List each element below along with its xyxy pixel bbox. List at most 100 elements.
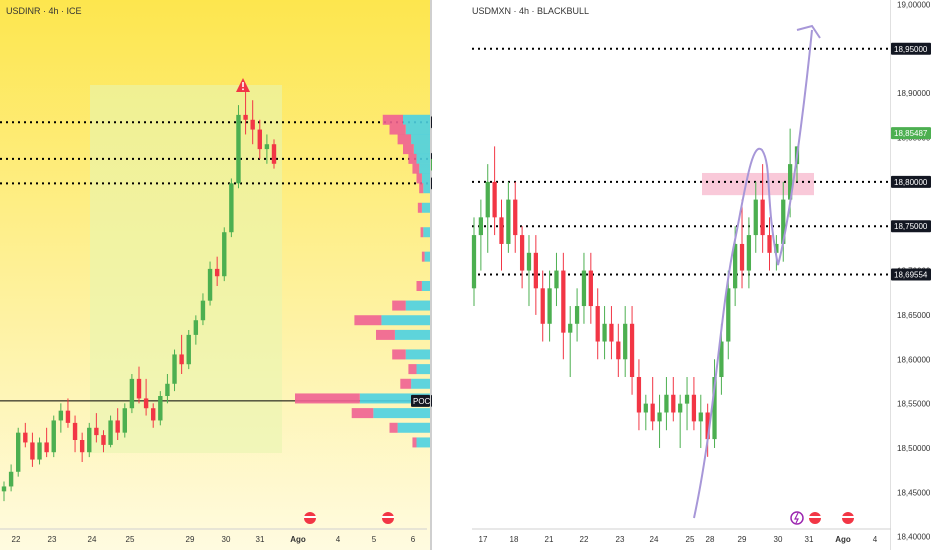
time-tick-label: 23: [616, 535, 625, 544]
candle-body: [65, 410, 71, 423]
usdinr-candles: [1, 85, 277, 502]
time-tick-label: 31: [805, 535, 814, 544]
usdmxn-axis-border: [890, 0, 891, 550]
time-tick-label: 18: [510, 535, 519, 544]
volume-profile-bar-down: [421, 251, 425, 262]
candle-body: [485, 181, 490, 218]
price-tick-label: 18,90000: [897, 89, 931, 98]
candle-body: [236, 114, 241, 184]
volume-profile-bar-down: [295, 393, 360, 404]
volume-profile-bar-down: [354, 315, 382, 326]
volume-profile-bar-down: [416, 173, 422, 184]
price-label-box: [891, 127, 931, 140]
candle-body: [774, 243, 779, 253]
candle-body: [760, 199, 765, 236]
candle-body: [643, 403, 648, 413]
candle-body: [629, 323, 635, 378]
volume-profile-bar-down: [389, 124, 406, 135]
us-flag-icon: [809, 512, 854, 524]
volume-profile-bar-down: [412, 437, 417, 448]
usdmxn-chart[interactable]: USDMXN · 4h · BLACKBULL 18,40000 18,45000…: [432, 0, 932, 550]
candle-body: [151, 408, 156, 421]
candle-body: [186, 334, 191, 365]
time-tick-label: 5: [372, 535, 377, 544]
candle-body: [179, 354, 184, 365]
price-label-text: 18,75000: [894, 222, 928, 231]
candle-body: [51, 420, 56, 453]
candle-body: [519, 235, 525, 271]
candle-body: [222, 232, 227, 277]
volume-profile-bar-up: [394, 329, 430, 340]
candle-body: [158, 396, 163, 421]
candle-body: [30, 442, 35, 460]
candle-body: [129, 378, 135, 409]
volume-profile-bar-up: [421, 281, 430, 291]
candle-body: [671, 394, 676, 413]
us-flag-icon: [304, 512, 394, 524]
candle-body: [616, 341, 621, 360]
candle-body: [499, 217, 504, 244]
price-tick-label: 18,40000: [897, 533, 931, 542]
time-tick-label: 4: [873, 535, 878, 544]
volume-profile-bar-up: [416, 364, 430, 375]
price-tick-label: 18,45000: [897, 488, 931, 497]
volume-profile-bar-down: [389, 422, 398, 433]
volume-profile-bar-down: [397, 134, 412, 145]
candle-body: [588, 270, 593, 307]
candle-body: [87, 427, 92, 453]
candle-body: [72, 422, 78, 440]
candle-body: [271, 144, 277, 164]
usdmxn-candles: [471, 128, 800, 457]
time-tick-label: 30: [222, 535, 231, 544]
time-tick-label: 29: [738, 535, 747, 544]
arrow-head-icon: [796, 24, 821, 39]
time-tick-label: 25: [126, 535, 135, 544]
candle-body: [712, 377, 717, 440]
candle-body: [698, 412, 703, 422]
price-label-box: [891, 268, 931, 281]
time-tick-label: 31: [256, 535, 265, 544]
volume-profile-bar-up: [423, 183, 430, 194]
volume-profile-bar-up: [405, 349, 430, 360]
candle-body: [143, 398, 149, 409]
poc-label-text: POC: [413, 397, 431, 406]
volume-profile-bar-down: [412, 163, 420, 174]
candle-body: [664, 394, 669, 413]
candle-body: [115, 420, 120, 433]
volume-profile-bar-down: [351, 408, 374, 419]
time-tick-label: 29: [186, 535, 195, 544]
time-tick-label: 6: [411, 535, 416, 544]
usdinr-title: USDINR · 4h · ICE: [6, 6, 82, 16]
usdinr-chart[interactable]: USDINR · 4h · ICE 86,000086,200086,40008…: [0, 0, 471, 550]
time-tick-label: 24: [650, 535, 659, 544]
candle-body: [200, 300, 206, 321]
candle-body: [257, 129, 262, 150]
price-tick-label: 18,65000: [897, 311, 931, 320]
candle-body: [214, 268, 220, 277]
time-tick-label: 21: [545, 535, 554, 544]
pane-divider[interactable]: [430, 0, 432, 550]
candle-body: [753, 199, 758, 236]
volume-profile-bar-up: [421, 202, 430, 213]
price-label-box: [891, 175, 931, 188]
candle-body: [650, 403, 655, 422]
usdinr-time-axis[interactable]: 22 23 24 25 29 30 31 Ago 4 5 6: [0, 528, 427, 544]
candle-body: [678, 403, 683, 413]
usdmxn-price-labels: 18,95000 18,85487 18,80000 18,75000 18,69554: [891, 42, 931, 281]
volume-profile-bar-down: [417, 202, 422, 213]
candle-body: [787, 164, 793, 200]
volume-profile-bar-down: [382, 114, 403, 125]
usdmxn-time-axis[interactable]: 17 18 21 22 23 24 25 28 29 30 31 Ago 4: [472, 528, 891, 544]
candle-body: [705, 412, 710, 440]
price-tick-label: 18,55000: [897, 400, 931, 409]
candle-body: [657, 412, 662, 422]
candle-body: [172, 354, 177, 384]
volume-profile-bar-down: [392, 349, 406, 360]
volume-profile-bar-up: [411, 378, 430, 389]
price-tick-label: 18,60000: [897, 355, 931, 364]
candle-body: [8, 471, 14, 487]
candle-body: [595, 306, 600, 342]
time-tick-label: 22: [12, 535, 21, 544]
candle-body: [533, 252, 538, 289]
